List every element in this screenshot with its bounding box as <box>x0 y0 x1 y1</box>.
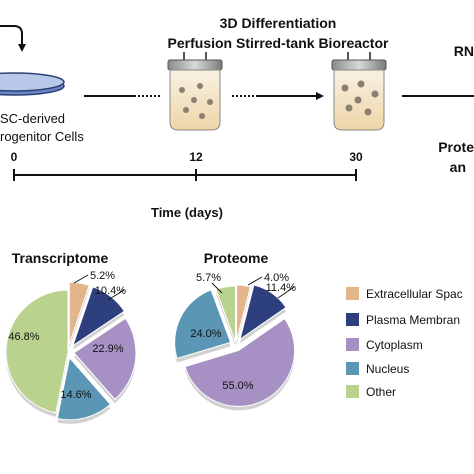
pie-slice-other <box>215 285 236 343</box>
legend-label-other: Other <box>366 385 396 399</box>
pie-label-extracellular: 4.0% <box>264 272 289 284</box>
legend-swatch-cytoplasm <box>346 338 359 351</box>
timeline-tick-12: 12 <box>189 150 203 164</box>
pie-label-other: 5.7% <box>196 272 221 284</box>
pie-leader-line-plasma-membrane <box>277 286 295 299</box>
pie-transcriptome: 5.2% 10.4% 22.9% 14.6% 46.8% <box>5 270 137 424</box>
timeline: 0 12 30 Time (days) <box>11 150 363 220</box>
cells-label-line1: SC-derived <box>0 111 65 126</box>
pie-label-plasma-membrane: 10.4% <box>95 285 126 297</box>
pie-proteome: 4.0%11.4% 55.0% 24.0% 5.7% <box>174 272 297 411</box>
legend-label-nucleus: Nucleus <box>366 362 409 376</box>
bioreactor-icon-day30 <box>331 52 387 131</box>
input-arrow <box>0 25 26 52</box>
pie-slice-nucleus <box>174 289 232 360</box>
pie-label-cytoplasm: 22.9% <box>92 343 123 355</box>
timeline-tick-0: 0 <box>11 150 18 164</box>
stage-title-line1: 3D Differentiation <box>220 15 337 31</box>
pie-label-nucleus: 14.6% <box>60 389 91 401</box>
legend-swatch-other <box>346 385 359 398</box>
proteomics-label-line1: Prote <box>438 139 474 155</box>
petri-dish-icon <box>0 72 65 96</box>
pie-leader-line-extracellular <box>73 274 89 284</box>
pie-slice-cytoplasm <box>184 317 296 407</box>
pie-slice-extracellular <box>68 281 90 345</box>
proteomics-label-line2: an <box>450 159 466 175</box>
pie-slice-extracellular <box>236 284 252 342</box>
cells-label-line2: rogenitor Cells <box>0 129 84 144</box>
pie-label-nucleus: 24.0% <box>190 328 221 340</box>
timeline-axis-label: Time (days) <box>151 205 223 220</box>
pie-slice-plasma-membrane <box>239 284 287 341</box>
legend-label-cytoplasm: Cytoplasm <box>366 338 423 352</box>
pie-slice-nucleus <box>56 356 112 421</box>
legend-label-plasma-membrane: Plasma Membran <box>366 313 460 327</box>
pie-title-proteome: Proteome <box>204 250 269 266</box>
pie-leader-line-extracellular <box>247 276 263 286</box>
legend-swatch-plasma-membrane <box>346 313 359 326</box>
pie-label-other: 46.8% <box>8 331 39 343</box>
rna-label: RN <box>454 43 474 59</box>
pie-label-cytoplasm: 55.0% <box>222 380 253 392</box>
legend-swatch-nucleus <box>346 362 359 375</box>
legend-swatch-extracellular <box>346 287 359 300</box>
pie-title-transcriptome: Transcriptome <box>12 250 109 266</box>
pie-label-plasma-membrane: 11.4% <box>266 282 297 294</box>
bioreactor-icon-day12 <box>167 52 223 131</box>
pie-leader-line-other <box>211 282 223 294</box>
timeline-tick-30: 30 <box>349 150 363 164</box>
legend: Extracellular Spac Plasma Membran Cytopl… <box>346 287 463 399</box>
pie-slice-plasma-membrane <box>71 286 126 347</box>
pie-label-extracellular: 5.2% <box>90 270 115 282</box>
pie-slice-other <box>5 289 69 414</box>
legend-label-extracellular: Extracellular Spac <box>366 287 463 301</box>
stage-title-line2: Perfusion Stirred-tank Bioreactor <box>168 35 389 51</box>
pie-slice-cytoplasm <box>73 317 137 401</box>
pie-leader-line-plasma-membrane <box>107 289 125 301</box>
